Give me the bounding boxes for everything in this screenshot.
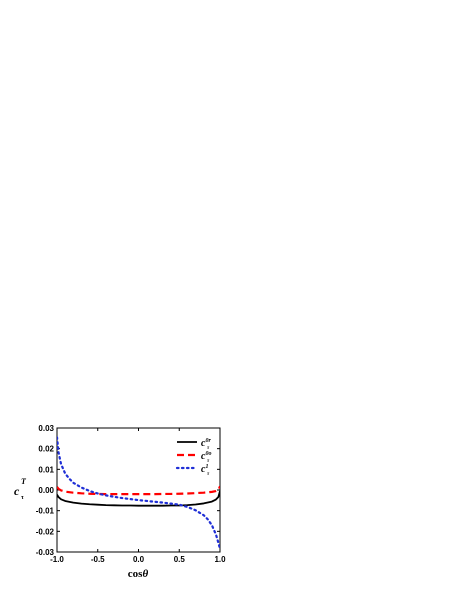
y-tick-label: 0.00 xyxy=(38,486,54,495)
y-tick-label: -0.01 xyxy=(36,507,55,516)
legend-label-sub: τ xyxy=(207,472,210,477)
legend-item: c1τ xyxy=(175,464,210,477)
series-lines xyxy=(57,436,220,550)
svg-text:T: T xyxy=(21,477,27,486)
x-tick-label: 0.0 xyxy=(133,555,145,564)
y-tick-label: 0.01 xyxy=(38,465,54,474)
x-axis-ticks: -1.0 -0.5 0.0 0.5 1.0 xyxy=(50,428,226,564)
y-tick-label: 0.03 xyxy=(38,424,54,433)
y-axis-ticks: 0.03 0.02 0.01 0.00 -0.01 -0.02 -0.03 xyxy=(36,424,220,557)
x-tick-label: 1.0 xyxy=(214,555,226,564)
series-line-0 xyxy=(57,490,220,507)
legend-label: c0o xyxy=(201,451,211,462)
x-tick-label: -0.5 xyxy=(91,555,105,564)
legend-label-sub: τ xyxy=(207,446,210,451)
legend-label: c0r xyxy=(201,438,211,449)
legend-label: c1 xyxy=(201,464,208,475)
x-tick-label: 0.5 xyxy=(174,555,186,564)
y-tick-label: -0.03 xyxy=(36,548,55,557)
x-axis-label: cosθ xyxy=(128,568,149,580)
svg-text:τ: τ xyxy=(21,495,24,501)
y-axis-label: c T τ xyxy=(14,477,27,501)
series-line-1 xyxy=(57,485,220,496)
svg-text:c: c xyxy=(14,484,20,498)
legend-label-sub: τ xyxy=(207,459,210,464)
y-tick-label: -0.02 xyxy=(36,527,55,536)
series-line-2 xyxy=(57,436,220,550)
y-tick-label: 0.02 xyxy=(38,445,54,454)
x-tick-label: -1.0 xyxy=(50,555,64,564)
plot-frame xyxy=(56,427,221,553)
